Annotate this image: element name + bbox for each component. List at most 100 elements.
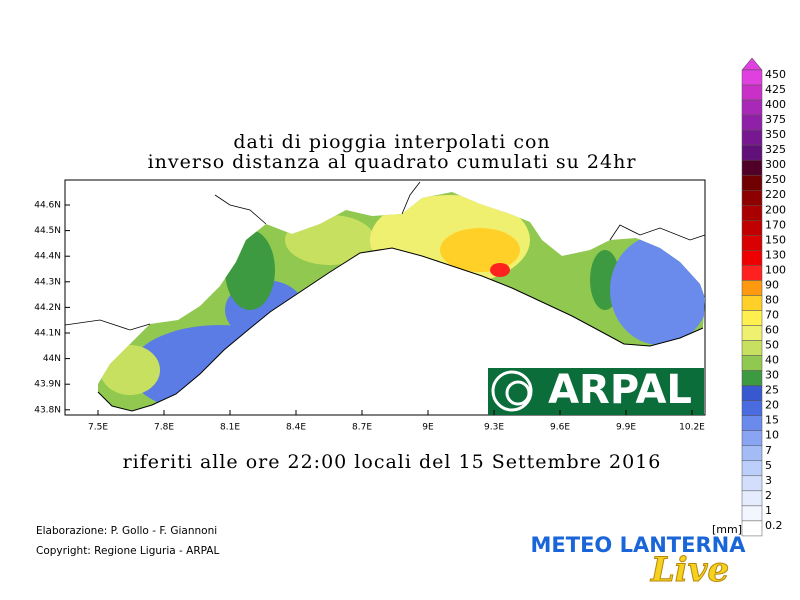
colorbar-swatch [741,220,763,236]
rain-area [535,255,605,315]
colorbar-arrow [741,57,763,71]
map-title: dati di pioggia interpolati con [233,131,550,153]
colorbar-label: 10 [765,429,779,442]
logo-icon [491,370,533,412]
lon-tick-label: 7.8E [154,423,174,433]
lat-tick-label: 44.3N [34,277,61,287]
arpal-logo: ARPAL [488,367,704,415]
credit: Elaborazione: P. Gollo - F. Giannoni [36,525,217,537]
lon-tick-label: 9E [422,423,434,433]
colorbar-swatch [741,325,763,341]
lon-tick-label: 9.9E [616,423,636,433]
colorbar-label: 60 [765,324,779,337]
colorbar-label: 130 [765,248,786,261]
colorbar-label: 1 [765,504,772,517]
colorbar-label: 350 [765,128,786,141]
colorbar-label: 150 [765,233,786,246]
credit: Copyright: Regione Liguria - ARPAL [36,545,219,557]
colorbar-swatch [741,114,763,131]
colorbar-swatch [741,84,763,101]
colorbar-swatch [741,69,763,86]
lon-tick-label: 9.3E [484,423,504,433]
colorbar-swatch [741,415,763,431]
colorbar-label: 30 [765,369,779,382]
rain-area [490,263,510,277]
colorbar-swatch [741,445,763,462]
colorbar-label: 15 [765,414,779,427]
border [64,181,706,331]
colorbar-label: 20 [765,399,779,412]
map-subtitle: riferiti alle ore 22:00 locali del 15 Se… [123,451,662,473]
colorbar-swatch [741,205,763,221]
colorbar-swatch [741,505,763,522]
colorbar-swatch [741,144,763,161]
lat-tick-label: 44N [43,354,61,364]
colorbar-label: 450 [765,68,786,81]
colorbar-label: 100 [765,263,786,276]
colorbar-swatch [741,250,763,266]
colorbar-label: 300 [765,158,786,171]
lat-tick-label: 43.9N [34,380,61,390]
colorbar-swatch [741,280,763,296]
colorbar-label: 250 [765,173,786,186]
colorbar-swatch [741,295,763,311]
lon-tick-label: 8.1E [220,423,240,433]
colorbar-swatch [741,475,763,492]
colorbar-unit: [mm] [712,523,742,536]
colorbar-swatch [741,174,763,191]
lon-tick-label: 10.2E [679,423,705,433]
lat-tick-label: 44.5N [34,226,61,236]
colorbar-label: 70 [765,308,779,321]
colorbar-label: 90 [765,278,779,291]
colorbar-swatch [741,340,763,356]
logo-icon [505,380,531,406]
colorbar-label: 0.2 [765,519,783,532]
logo-text: ARPAL [548,367,692,413]
colorbar-swatch [741,99,763,116]
colorbar-swatch [741,265,763,281]
colorbar-label: 5 [765,459,772,472]
colorbar-label: 200 [765,203,786,216]
colorbar-swatch [741,189,763,206]
colorbar-label: 25 [765,384,779,397]
rain-area [440,228,520,272]
colorbar-swatch [741,520,763,537]
colorbar-swatch [741,235,763,251]
colorbar-swatch [741,385,763,401]
lat-tick-label: 44.1N [34,329,61,339]
colorbar-label: 375 [765,113,786,126]
brand-tag: Live [650,550,729,590]
colorbar-swatch [741,460,763,477]
colorbar-label: 325 [765,143,786,156]
lat-tick-label: 43.8N [34,405,61,415]
colorbar-label: 220 [765,188,786,201]
lat-tick-label: 44.2N [34,303,61,313]
brand-name: METEO LANTERNA [531,533,747,557]
lon-tick-label: 8.4E [286,423,306,433]
coastline [97,247,704,412]
colorbar-swatch [741,400,763,416]
colorbar-swatch [741,310,763,326]
lon-tick-label: 8.7E [352,423,372,433]
colorbar-label: 80 [765,293,779,306]
lat-tick-label: 44.6N [34,201,61,211]
colorbar-label: 2 [765,489,772,502]
lon-tick-label: 9.6E [550,423,570,433]
colorbar-label: 50 [765,339,779,352]
colorbar-label: 170 [765,218,786,231]
colorbar-swatch [741,159,763,176]
lat-tick-label: 44.4N [34,252,61,262]
colorbar-swatch [741,129,763,146]
colorbar-label: 7 [765,444,772,457]
colorbar-swatch [741,370,763,386]
colorbar-label: 400 [765,98,786,111]
lon-tick-label: 7.5E [88,423,108,433]
colorbar-swatch [741,355,763,371]
colorbar-swatch [741,430,763,447]
colorbar-label: 425 [765,83,786,96]
colorbar-label: 40 [765,354,779,367]
colorbar-swatch [741,490,763,507]
colorbar-label: 3 [765,474,772,487]
